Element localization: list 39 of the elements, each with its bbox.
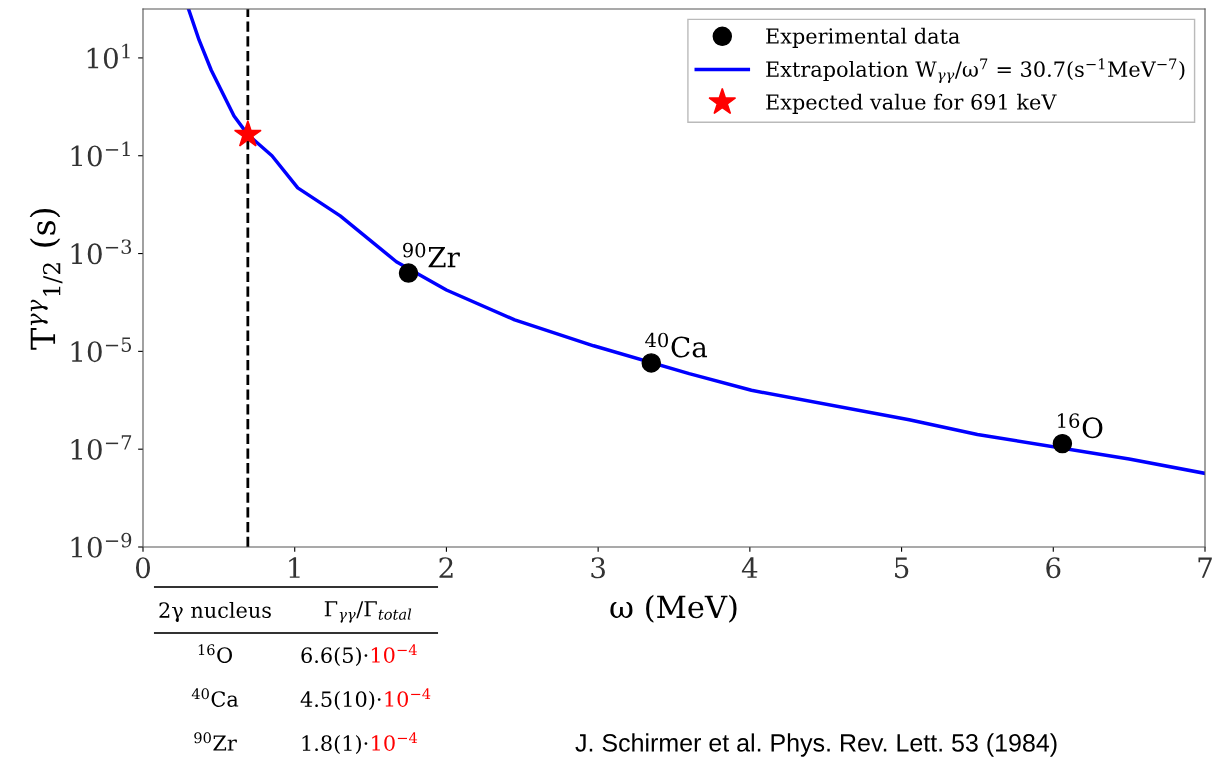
x-tick-label: 2	[439, 557, 453, 578]
text: 10$^{−4}$	[371, 644, 417, 663]
text: 1.8(1)·	[302, 734, 368, 754]
text: 10$^{−4}$	[372, 732, 418, 751]
text: 10$^{−4}$	[385, 688, 431, 707]
point	[1052, 433, 1073, 454]
y-axis-title: T$^{γγ}$$_{1/2}$ (s)	[29, 208, 63, 350]
x-tick-label: 1	[289, 557, 300, 578]
x-tick-label: 7	[1198, 557, 1212, 578]
legend-label: Experimental data	[766, 27, 960, 48]
y-tick-label: 10$^{1}$	[87, 43, 130, 69]
text: $^{90}$Zr	[194, 732, 237, 751]
text: 6.6(5)·	[301, 646, 368, 666]
text: 4.5(10)·	[300, 690, 381, 710]
x-tick-label: 3	[591, 557, 605, 579]
text: 2γ nucleus	[159, 601, 271, 623]
annotation: $^{40}$Ca	[645, 332, 708, 358]
y-tick-label: 10$^{−5}$	[71, 337, 132, 363]
annotation: $^{90}$Zr	[403, 242, 460, 268]
y-tick-label: 10$^{−9}$	[71, 532, 132, 558]
text: Extrapolation W$_{γγ}$/ω$^{7}$ = 30.7(s$^{−1}$MeV$^{−7}$)	[766, 58, 1185, 84]
x-axis-title: ω (MeV)	[610, 594, 737, 623]
text: $^{40}$Ca	[191, 688, 239, 707]
text: Γ$_{γγ}$/Γ$_{total}$	[324, 601, 412, 623]
point	[233, 120, 262, 147]
x-tick-label: 4	[741, 557, 758, 578]
line-series	[186, 9, 1205, 476]
x-tick-label: 0	[135, 557, 150, 579]
annotation: $^{16}$O	[1058, 413, 1103, 439]
text: J. Schirmer et al. Phys. Rev. Lett. 53 (1984)	[575, 733, 1057, 757]
point	[398, 263, 419, 283]
y-tick-label: 10$^{−1}$	[71, 141, 130, 167]
y-tick-label: 10$^{−7}$	[71, 435, 132, 460]
legend-label: Expected value for 691 keV	[766, 93, 1057, 114]
x-tick-label: 5	[895, 557, 909, 579]
text: $^{16}$O	[198, 644, 232, 663]
y-tick-label: 10$^{−3}$	[71, 239, 132, 265]
x-tick-label: 6	[1046, 557, 1061, 579]
point	[641, 353, 661, 373]
